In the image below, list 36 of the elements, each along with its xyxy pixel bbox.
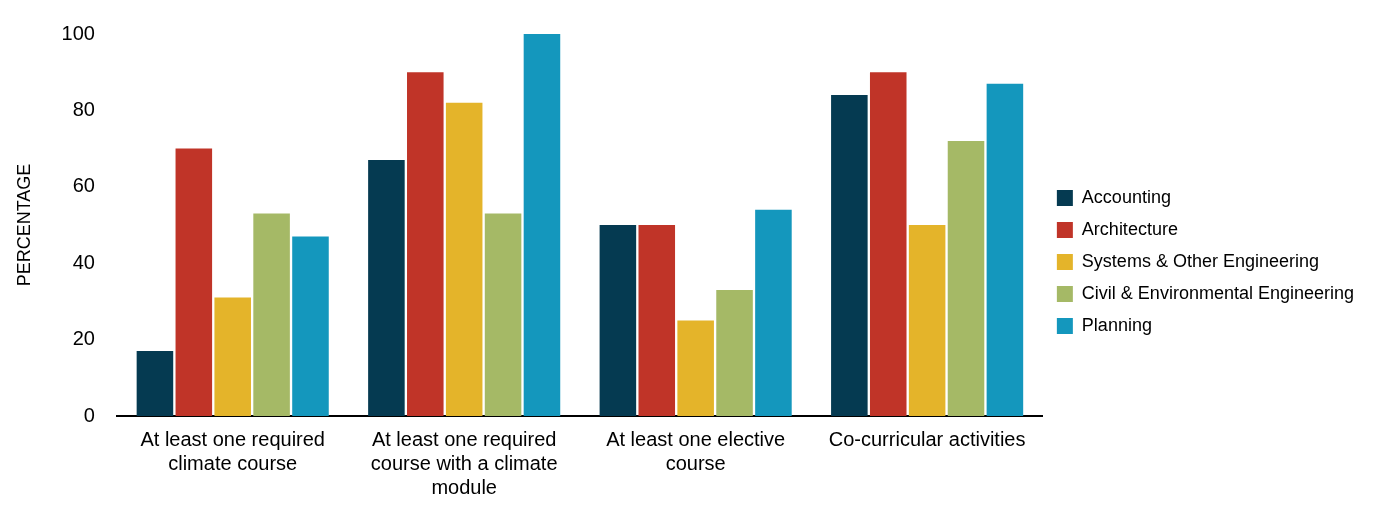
legend-label: Accounting [1081,186,1171,207]
bar [368,160,405,416]
bar [253,213,290,416]
bar [484,213,522,416]
bar [755,209,792,416]
bar [445,102,483,416]
y-tick-label: 0 [83,403,95,426]
bar [599,225,637,416]
x-tick-label: At least one elective course [606,427,786,474]
bar [908,225,946,416]
y-tick-label: 100 [61,21,95,44]
bar [986,83,1024,416]
x-tick-label: At least one required course with a climate module [370,427,558,498]
bar [523,34,561,416]
bar [869,72,907,416]
legend-label: Architecture [1081,218,1178,239]
bar [407,72,444,416]
bar [947,140,985,416]
bar [175,148,213,416]
bar [214,297,251,416]
legend-label: Civil & Environmental Engineering [1081,282,1354,303]
bar [292,236,329,416]
y-tick-label: 80 [72,97,95,120]
legend-label: Planning [1081,314,1152,335]
x-tick-label: Co-curricular activities [828,427,1026,450]
bar [638,225,676,416]
legend-label: Systems & Other Engineering [1081,250,1319,271]
y-tick-label: 40 [72,250,95,273]
bar [677,320,714,416]
bar [716,289,753,416]
bar [831,95,868,416]
x-tick-label: At least one required climate course [140,427,325,474]
y-tick-label: 20 [72,327,95,350]
y-tick-label: 60 [72,174,95,197]
bar [136,351,174,416]
y-axis-title: PERCENTAGE [13,163,34,287]
